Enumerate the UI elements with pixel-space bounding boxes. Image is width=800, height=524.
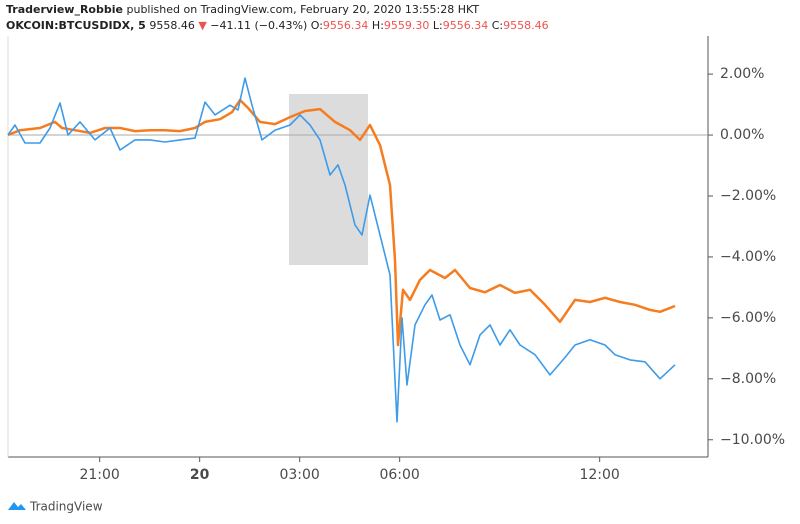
- x-tick-label: 03:00: [279, 467, 319, 483]
- series-line: [7, 77, 676, 423]
- l-value: 9556.34: [443, 19, 489, 32]
- header-line-2: OKCOIN:BTCUSDIDX, 5 9558.46 ▼ −41.11 (−0…: [6, 19, 549, 32]
- c-value: 9558.46: [503, 19, 549, 32]
- y-tick-label: 2.00%: [720, 66, 764, 82]
- brand: TradingView: [29, 500, 103, 514]
- highlight-box: [289, 94, 368, 265]
- x-tick-label: 06:00: [379, 467, 419, 483]
- arrow: ▼: [198, 19, 207, 32]
- x-tick-label: 12:00: [579, 467, 619, 483]
- publisher: Traderview_Robbie: [6, 3, 123, 16]
- symbol: OKCOIN:BTCUSDIDX, 5: [6, 19, 146, 32]
- series-line: [7, 98, 676, 347]
- y-tick-label: −6.00%: [720, 310, 776, 326]
- o-label: O:: [311, 19, 323, 32]
- y-tick-label: 0.00%: [720, 127, 764, 143]
- footer-logo: TradingView: [8, 500, 103, 514]
- l-label: L:: [433, 19, 443, 32]
- x-tick-label: 21:00: [79, 467, 119, 483]
- y-tick-label: −8.00%: [720, 371, 776, 387]
- y-tick-label: −10.00%: [720, 432, 785, 448]
- header-line-1: Traderview_Robbie published on TradingVi…: [6, 3, 479, 16]
- h-label: H:: [372, 19, 384, 32]
- y-tick-label: −4.00%: [720, 249, 776, 265]
- o-value: 9556.34: [323, 19, 369, 32]
- x-tick-label: 20: [190, 467, 210, 483]
- y-tick-label: −2.00%: [720, 188, 776, 204]
- change: −41.11 (−0.43%): [210, 19, 307, 32]
- published: published on TradingView.com, February 2…: [126, 3, 479, 16]
- last: 9558.46: [149, 19, 195, 32]
- h-value: 9559.30: [384, 19, 430, 32]
- logo-icon: [8, 502, 26, 510]
- c-label: C:: [492, 19, 503, 32]
